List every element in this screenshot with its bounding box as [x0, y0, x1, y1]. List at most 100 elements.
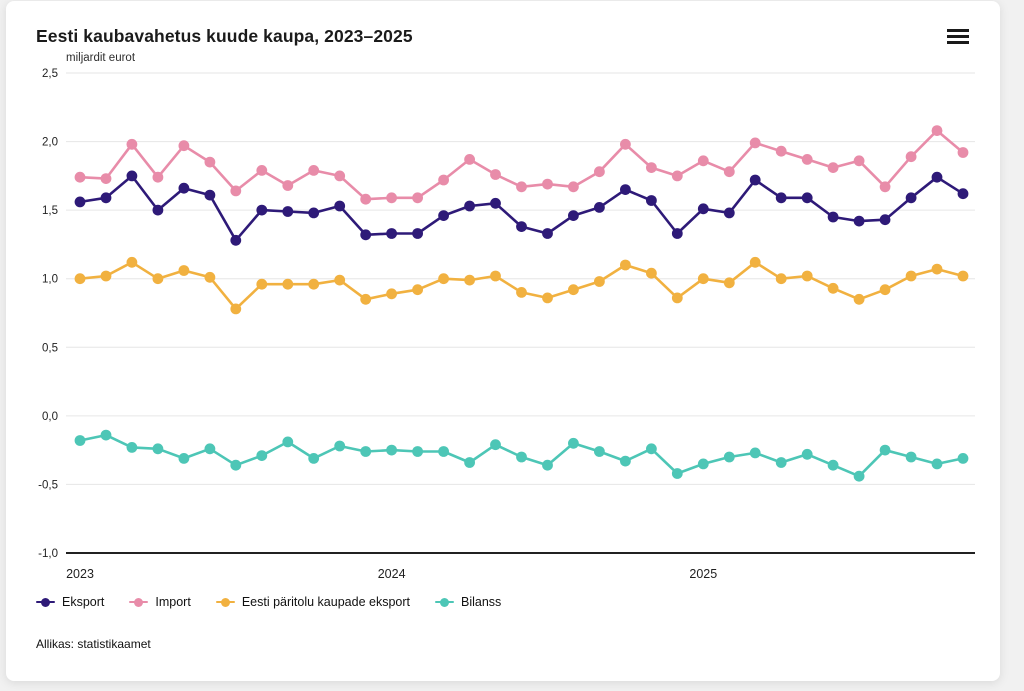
data-point-paritolu — [879, 284, 891, 296]
data-point-eksport — [620, 184, 631, 196]
data-point-eksport — [490, 197, 501, 209]
data-point-eksport — [334, 200, 346, 212]
data-point-paritolu — [931, 263, 943, 275]
data-point-import — [256, 165, 268, 176]
data-point-bilanss — [204, 443, 216, 455]
data-point-eksport — [905, 192, 917, 204]
data-point-bilanss — [749, 447, 761, 459]
data-point-eksport — [178, 182, 190, 194]
data-point-eksport — [931, 171, 943, 183]
data-point-bilanss — [516, 451, 527, 463]
x-axis-tick-label: 2023 — [66, 567, 94, 581]
legend-item-eksport[interactable]: Eksport — [36, 595, 104, 609]
data-point-import — [775, 145, 787, 157]
source-credit: Allikas: statistikaamet — [36, 637, 151, 651]
data-point-bilanss — [853, 470, 865, 482]
data-point-bilanss — [100, 429, 112, 441]
data-point-import — [827, 162, 839, 174]
data-point-bilanss — [126, 442, 138, 453]
legend-marker-icon — [36, 596, 55, 608]
data-point-bilanss — [697, 458, 709, 470]
data-point-paritolu — [775, 273, 787, 285]
data-point-eksport — [74, 196, 86, 208]
y-axis-tick-label: -0,5 — [38, 479, 58, 491]
data-point-bilanss — [334, 440, 346, 452]
data-point-eksport — [879, 214, 891, 226]
data-point-paritolu — [542, 292, 553, 304]
data-point-bilanss — [801, 448, 813, 460]
y-axis-tick-label: 0,0 — [42, 411, 58, 423]
legend-item-paritolu[interactable]: Eesti päritolu kaupade eksport — [215, 595, 410, 609]
data-point-import — [697, 155, 709, 167]
data-point-paritolu — [697, 273, 709, 285]
data-point-eksport — [256, 204, 268, 216]
x-axis-tick-label: 2024 — [378, 567, 406, 581]
data-point-paritolu — [568, 284, 579, 296]
data-point-bilanss — [360, 446, 372, 457]
data-point-bilanss — [931, 458, 943, 470]
context-menu-button[interactable] — [947, 27, 971, 45]
data-point-paritolu — [749, 256, 761, 268]
data-point-eksport — [853, 215, 865, 227]
data-point-bilanss — [671, 468, 683, 479]
data-point-paritolu — [204, 271, 216, 283]
data-point-paritolu — [957, 270, 969, 282]
data-point-eksport — [542, 228, 553, 239]
data-point-bilanss — [594, 446, 605, 457]
data-point-paritolu — [438, 273, 449, 285]
data-point-bilanss — [568, 437, 579, 449]
data-point-bilanss — [152, 443, 164, 455]
data-point-paritolu — [256, 278, 268, 290]
data-point-import — [905, 151, 917, 163]
data-point-import — [126, 138, 138, 150]
data-point-import — [230, 185, 242, 197]
data-point-eksport — [308, 207, 320, 219]
hamburger-menu-icon — [947, 28, 971, 44]
data-point-eksport — [386, 228, 397, 239]
data-point-import — [308, 165, 320, 176]
data-point-paritolu — [490, 270, 501, 282]
data-point-bilanss — [542, 459, 553, 471]
legend-item-import[interactable]: Import — [129, 595, 191, 609]
chart-legend: Eksport Import Eesti päritolu kaupade eksp… — [36, 595, 501, 609]
data-point-import — [879, 181, 891, 193]
data-point-eksport — [568, 210, 579, 222]
data-point-bilanss — [412, 446, 423, 457]
data-point-paritolu — [152, 273, 164, 285]
data-point-eksport — [438, 210, 449, 222]
data-point-paritolu — [178, 265, 190, 276]
data-point-import — [620, 138, 631, 150]
data-point-eksport — [282, 206, 294, 217]
data-point-paritolu — [905, 270, 917, 282]
data-point-bilanss — [282, 436, 294, 448]
y-axis-tick-label: 2,5 — [42, 68, 58, 80]
legend-label: Eesti päritolu kaupade eksport — [241, 595, 410, 609]
data-point-bilanss — [723, 451, 735, 463]
y-axis-tick-label: 0,5 — [42, 342, 58, 354]
data-point-paritolu — [671, 292, 683, 304]
data-point-import — [516, 181, 527, 193]
data-point-paritolu — [646, 267, 657, 279]
data-point-import — [360, 193, 372, 205]
data-point-bilanss — [879, 444, 891, 456]
data-point-paritolu — [620, 259, 631, 271]
data-point-paritolu — [801, 270, 813, 282]
legend-label: Bilanss — [461, 595, 502, 609]
data-point-eksport — [230, 234, 242, 246]
data-point-paritolu — [74, 273, 86, 285]
data-point-eksport — [671, 228, 683, 239]
data-point-bilanss — [438, 446, 449, 457]
data-point-import — [801, 154, 813, 165]
data-point-paritolu — [334, 274, 346, 286]
legend-marker-icon — [129, 596, 149, 608]
legend-item-bilanss[interactable]: Bilanss — [435, 595, 501, 609]
data-point-paritolu — [282, 278, 294, 290]
data-point-bilanss — [620, 455, 631, 467]
data-point-eksport — [100, 192, 112, 204]
data-point-import — [334, 170, 346, 182]
data-point-paritolu — [412, 284, 423, 296]
data-point-eksport — [775, 192, 787, 204]
data-point-import — [386, 192, 397, 204]
data-point-paritolu — [464, 274, 475, 286]
